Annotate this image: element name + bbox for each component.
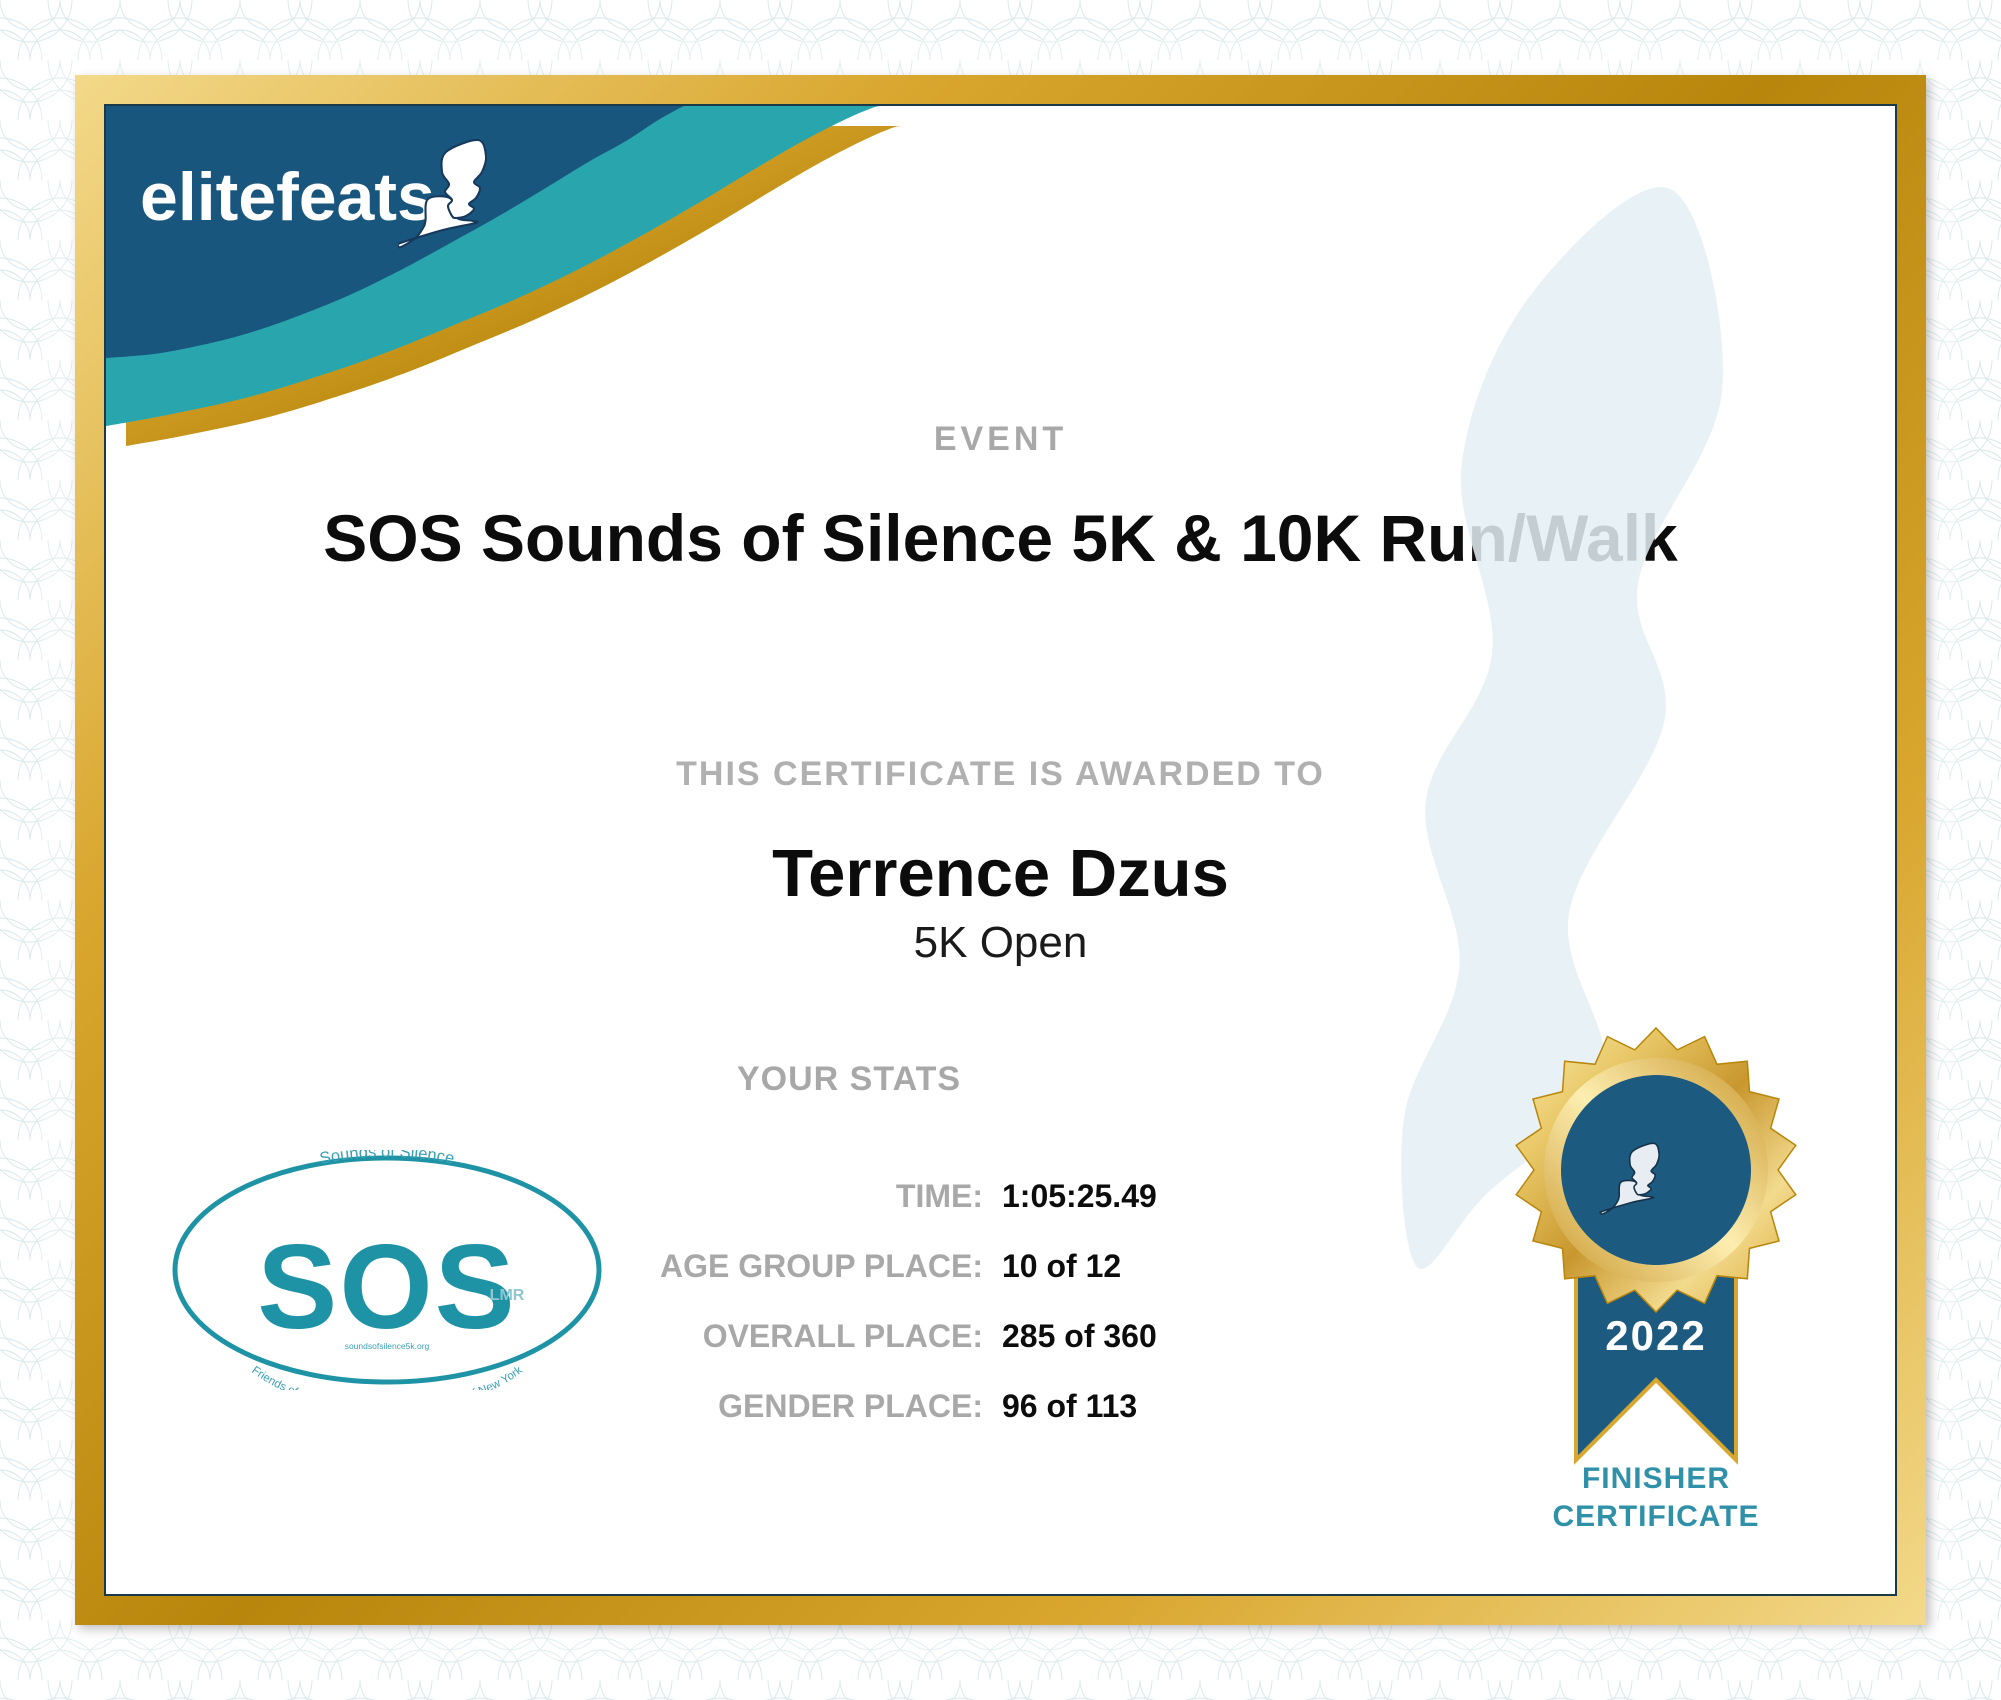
svg-text:Sounds of Silence: Sounds of Silence (318, 1150, 456, 1168)
svg-text:SOS: SOS (257, 1220, 516, 1354)
svg-text:2022: 2022 (1605, 1312, 1706, 1359)
svg-text:LMR: LMR (490, 1287, 525, 1304)
